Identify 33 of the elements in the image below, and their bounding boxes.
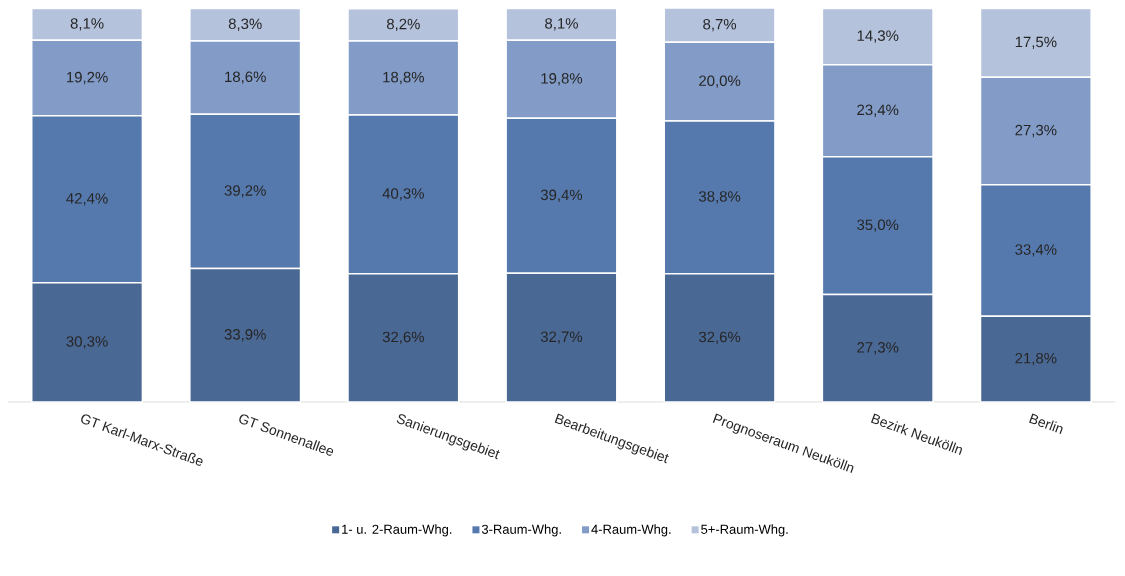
data-label: 40,3%: [382, 188, 424, 201]
data-label: 27,3%: [1015, 124, 1057, 138]
data-label: 38,8%: [698, 191, 741, 204]
data-label: 32,6%: [382, 331, 424, 344]
data-label: 33,9%: [224, 329, 266, 342]
legend-label: 3-Raum-Whg.: [481, 524, 561, 537]
data-label: 19,2%: [67, 71, 108, 85]
legend-label: 1- u. 2-Raum-Whg.: [342, 524, 452, 537]
data-label: 21,8%: [1015, 352, 1057, 366]
data-label: 8,2%: [386, 18, 420, 32]
data-label: 8,1%: [70, 18, 104, 31]
data-label: 39,2%: [224, 185, 266, 198]
data-label: 33,4%: [1015, 244, 1057, 257]
legend-label: 4-Raum-Whg.: [591, 524, 671, 537]
data-label: 19,8%: [541, 73, 583, 86]
data-label: 39,4%: [540, 189, 583, 202]
data-label: 23,4%: [857, 104, 899, 117]
data-label: 42,4%: [66, 193, 108, 206]
data-label: 17,5%: [1015, 36, 1057, 49]
data-label: 8,7%: [703, 18, 737, 32]
data-label: 32,6%: [698, 331, 741, 344]
data-label: 14,3%: [857, 30, 899, 43]
x-tick-label: Berlin: [1029, 413, 1063, 435]
data-label: 18,6%: [225, 71, 266, 84]
data-label: 8,1%: [545, 18, 578, 31]
data-label: 20,0%: [699, 75, 741, 88]
data-label: 32,7%: [540, 331, 583, 344]
data-label: 18,8%: [383, 71, 424, 85]
data-label: 30,3%: [66, 336, 108, 349]
legend-label: 5+-Raum-Whg.: [701, 524, 788, 537]
data-label: 8,3%: [228, 18, 262, 31]
data-label: 27,3%: [857, 342, 899, 355]
data-label: 35,0%: [857, 219, 899, 232]
